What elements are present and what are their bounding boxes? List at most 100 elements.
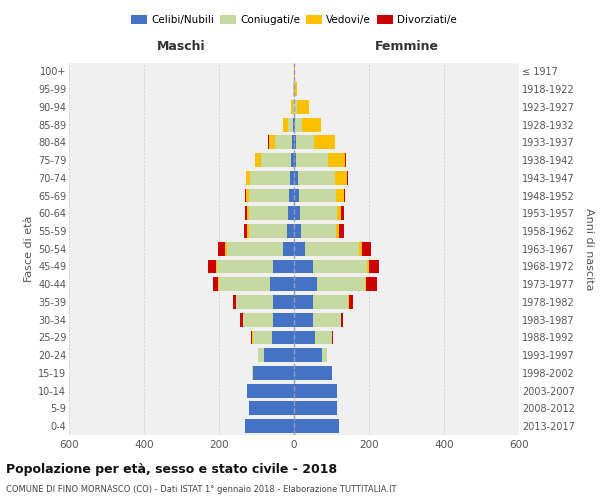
Bar: [365, 278, 366, 291]
Bar: [275, 136, 292, 149]
Bar: [291, 100, 293, 114]
Bar: [294, 330, 314, 344]
Y-axis label: Fasce di età: Fasce di età: [23, 216, 34, 282]
Bar: [293, 100, 294, 114]
Text: Maschi: Maschi: [157, 40, 206, 52]
Bar: [251, 330, 253, 344]
Bar: [274, 260, 294, 274]
Bar: [294, 295, 313, 309]
Bar: [253, 330, 271, 344]
Bar: [287, 118, 293, 132]
Bar: [240, 313, 243, 326]
Bar: [269, 136, 275, 149]
Bar: [294, 153, 296, 167]
Bar: [227, 242, 283, 256]
Bar: [294, 278, 317, 291]
Bar: [212, 278, 218, 291]
Bar: [249, 224, 287, 238]
Bar: [341, 206, 344, 220]
Bar: [295, 118, 302, 132]
Bar: [294, 366, 331, 380]
Bar: [250, 188, 289, 202]
Bar: [294, 118, 295, 132]
Bar: [343, 188, 346, 202]
Bar: [298, 171, 335, 184]
Bar: [208, 260, 215, 274]
Bar: [294, 242, 305, 256]
Bar: [337, 206, 341, 220]
Text: Popolazione per età, sesso e stato civile - 2018: Popolazione per età, sesso e stato civil…: [6, 462, 337, 475]
Bar: [314, 330, 331, 344]
Bar: [233, 295, 235, 309]
Bar: [313, 295, 349, 309]
Bar: [317, 278, 365, 291]
Bar: [244, 313, 274, 326]
Bar: [217, 260, 274, 274]
Bar: [247, 171, 250, 184]
Bar: [269, 278, 294, 291]
Bar: [359, 242, 362, 256]
Bar: [245, 419, 294, 433]
Bar: [261, 153, 291, 167]
Bar: [236, 295, 274, 309]
Bar: [245, 188, 247, 202]
Bar: [218, 278, 219, 291]
Bar: [301, 224, 337, 238]
Bar: [345, 153, 346, 167]
Bar: [252, 366, 253, 380]
Bar: [298, 100, 308, 114]
Bar: [340, 224, 344, 238]
Bar: [245, 171, 247, 184]
Bar: [293, 82, 294, 96]
Bar: [296, 136, 314, 149]
Bar: [294, 260, 313, 274]
Bar: [362, 242, 371, 256]
Bar: [283, 118, 287, 132]
Bar: [328, 153, 345, 167]
Bar: [295, 82, 297, 96]
Bar: [219, 278, 269, 291]
Bar: [370, 260, 379, 274]
Bar: [294, 402, 337, 415]
Bar: [288, 206, 294, 220]
Bar: [253, 366, 294, 380]
Bar: [294, 313, 313, 326]
Bar: [283, 242, 294, 256]
Bar: [293, 118, 294, 132]
Bar: [294, 206, 299, 220]
Bar: [218, 242, 225, 256]
Bar: [249, 402, 294, 415]
Bar: [247, 188, 250, 202]
Bar: [337, 224, 340, 238]
Bar: [287, 224, 294, 238]
Bar: [256, 153, 261, 167]
Bar: [335, 171, 347, 184]
Text: COMUNE DI FINO MORNASCO (CO) - Dati ISTAT 1° gennaio 2018 - Elaborazione TUTTITA: COMUNE DI FINO MORNASCO (CO) - Dati ISTA…: [6, 485, 397, 494]
Bar: [245, 206, 247, 220]
Bar: [290, 171, 294, 184]
Bar: [332, 330, 333, 344]
Bar: [248, 206, 288, 220]
Bar: [247, 224, 249, 238]
Bar: [294, 82, 295, 96]
Y-axis label: Anni di nascita: Anni di nascita: [584, 208, 594, 290]
Bar: [305, 242, 359, 256]
Bar: [294, 384, 337, 398]
Bar: [313, 260, 367, 274]
Bar: [250, 171, 290, 184]
Bar: [296, 153, 328, 167]
Text: Femmine: Femmine: [374, 40, 439, 52]
Bar: [274, 313, 294, 326]
Bar: [331, 366, 332, 380]
Bar: [289, 188, 294, 202]
Bar: [292, 136, 294, 149]
Bar: [215, 260, 217, 274]
Bar: [294, 136, 296, 149]
Bar: [366, 278, 377, 291]
Bar: [336, 188, 343, 202]
Bar: [313, 313, 341, 326]
Bar: [294, 348, 322, 362]
Bar: [367, 260, 370, 274]
Bar: [294, 188, 299, 202]
Bar: [244, 224, 247, 238]
